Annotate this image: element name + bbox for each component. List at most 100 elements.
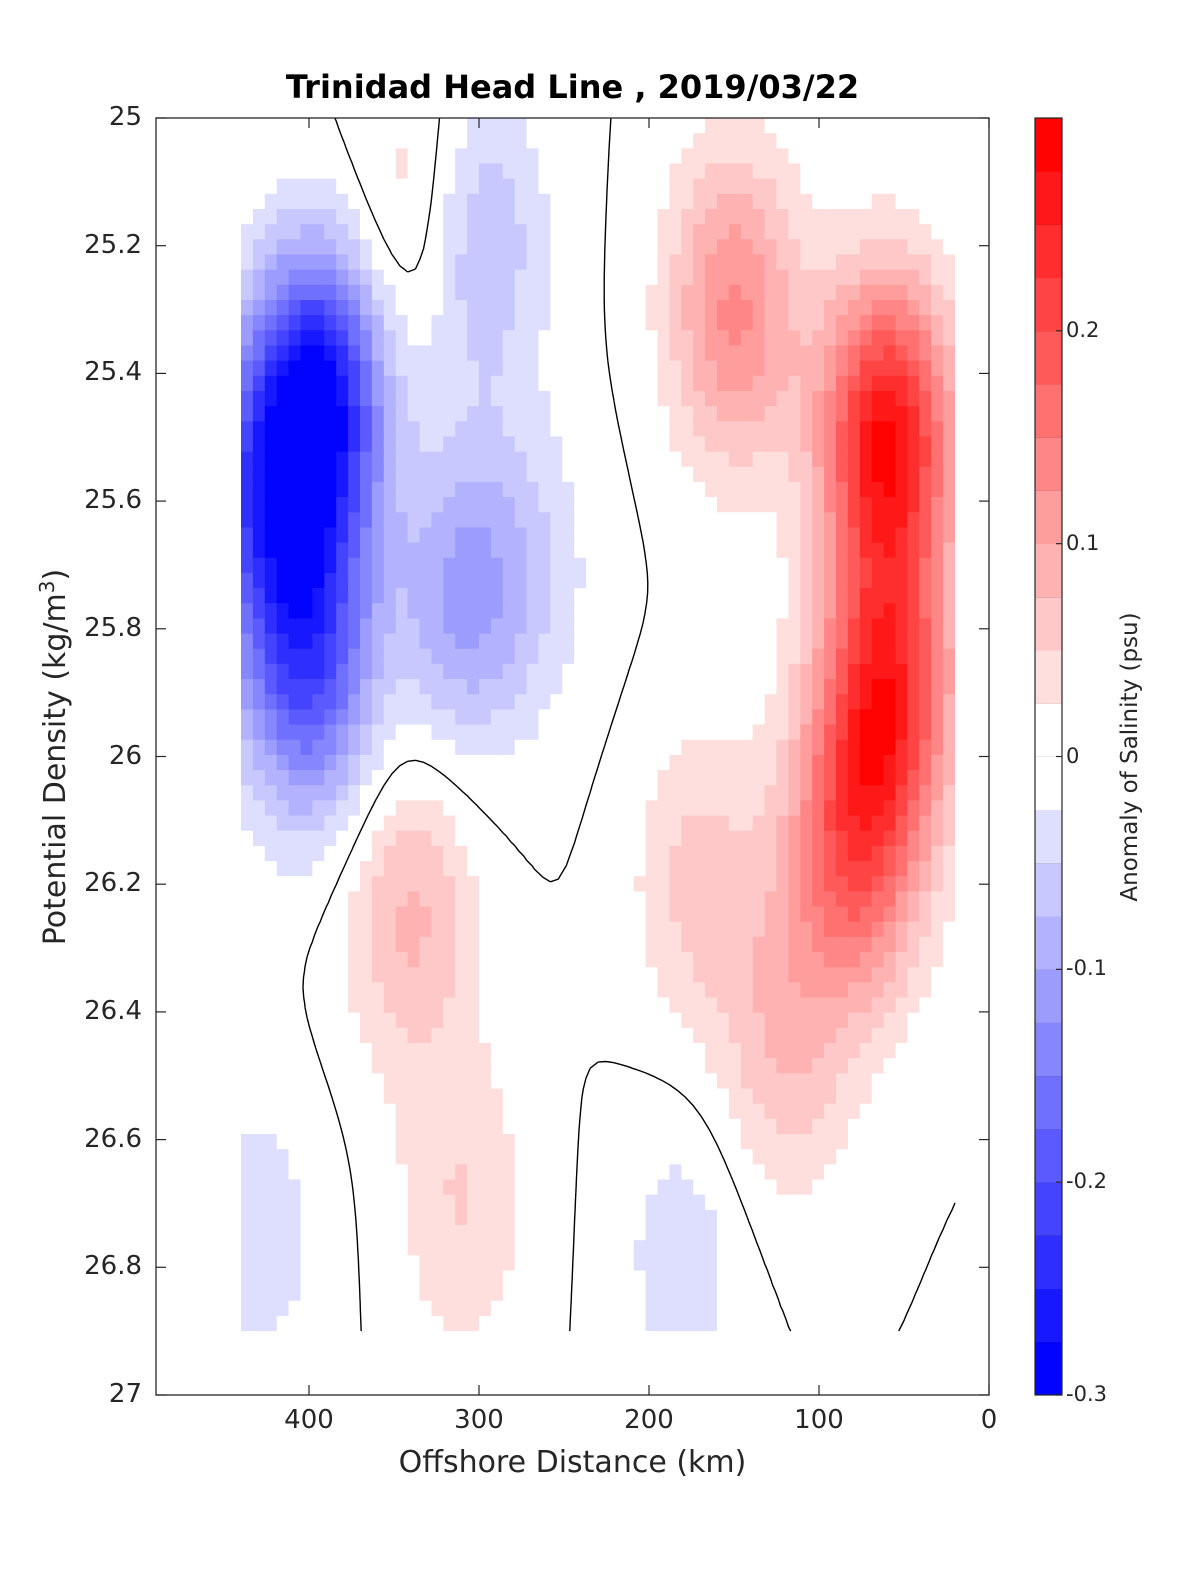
field-cell (681, 830, 694, 847)
field-cell (514, 633, 528, 650)
field-cell (252, 906, 266, 923)
field-cell (633, 390, 647, 407)
field-cell (919, 952, 932, 968)
field-cell (740, 299, 754, 316)
field-cell (264, 315, 278, 331)
field-cell (550, 709, 563, 726)
field-cell (336, 239, 349, 256)
field-cell (883, 724, 897, 741)
field-cell (371, 1300, 385, 1317)
field-cell (443, 1300, 456, 1317)
field-cell (538, 421, 551, 438)
field-cell (824, 663, 837, 680)
field-cell (312, 481, 325, 498)
field-cell (348, 906, 361, 923)
field-cell (764, 436, 778, 453)
field-cell (407, 1315, 421, 1332)
field-cell (776, 830, 789, 847)
field-cell (490, 679, 504, 695)
field-cell (609, 679, 623, 695)
field-cell (943, 633, 955, 650)
field-cell (514, 315, 528, 331)
field-cell (609, 982, 623, 999)
field-cell (312, 861, 325, 877)
field-cell (479, 1073, 492, 1090)
field-cell (348, 694, 361, 711)
field-cell (764, 421, 778, 438)
field-cell (871, 360, 885, 377)
field-cell (836, 663, 849, 680)
field-cell (836, 906, 849, 923)
field-cell (598, 451, 611, 468)
field-cell (752, 133, 766, 149)
field-cell (812, 497, 825, 513)
x-tick-label: 400 (284, 1405, 334, 1435)
field-cell (764, 739, 778, 756)
field-cell (276, 466, 290, 483)
field-cell (812, 481, 825, 498)
field-cell (847, 406, 861, 422)
field-cell (919, 1270, 932, 1287)
field-cell (824, 224, 837, 240)
field-cell (943, 1164, 955, 1181)
field-cell (264, 1103, 278, 1120)
field-cell (467, 239, 480, 256)
field-cell (241, 618, 254, 635)
field-cell (919, 421, 932, 438)
field-cell (431, 770, 444, 786)
field-cell (538, 997, 551, 1014)
field-cell (717, 239, 730, 256)
field-cell (252, 118, 266, 134)
field-cell (740, 906, 754, 923)
field-cell (728, 1315, 742, 1332)
field-cell (717, 1103, 730, 1120)
field-cell (288, 512, 302, 529)
field-cell (514, 891, 528, 908)
field-cell (752, 557, 766, 574)
field-cell (419, 360, 432, 377)
field-cell (788, 315, 801, 331)
field-cell (264, 679, 278, 695)
field-cell (264, 861, 278, 877)
field-cell (764, 466, 778, 483)
field-cell (395, 1043, 409, 1059)
field-cell (431, 709, 444, 726)
field-cell (907, 1315, 920, 1332)
field-cell (705, 193, 718, 210)
field-cell (895, 679, 908, 695)
field-cell (479, 224, 492, 240)
field-cell (360, 936, 373, 953)
field-cell (669, 572, 682, 589)
field-cell (324, 406, 337, 422)
field-cell (609, 269, 623, 286)
field-cell (907, 982, 920, 999)
field-cell (288, 481, 302, 498)
field-cell (609, 1012, 623, 1029)
field-cell (252, 739, 266, 756)
field-cell (383, 830, 397, 847)
field-cell (598, 133, 611, 149)
field-cell (562, 345, 575, 362)
field-cell (836, 1088, 849, 1105)
y-tick-label: 25.8 (84, 612, 142, 643)
field-cell (264, 451, 278, 468)
field-cell (562, 1027, 575, 1044)
field-cell (490, 709, 504, 726)
field-cell (847, 1088, 861, 1105)
field-cell (479, 542, 492, 559)
field-cell (312, 633, 325, 650)
field-cell (360, 375, 373, 392)
field-cell (776, 906, 789, 923)
field-cell (752, 254, 766, 271)
field-cell (598, 876, 611, 892)
field-cell (574, 861, 587, 877)
field-cell (598, 1315, 611, 1332)
field-cell (717, 1012, 730, 1029)
field-cell (609, 451, 623, 468)
field-cell (455, 1255, 468, 1272)
field-cell (895, 588, 908, 604)
field-cell (490, 1179, 504, 1196)
field-cell (431, 1209, 444, 1226)
field-cell (431, 451, 444, 468)
field-cell (788, 133, 801, 149)
